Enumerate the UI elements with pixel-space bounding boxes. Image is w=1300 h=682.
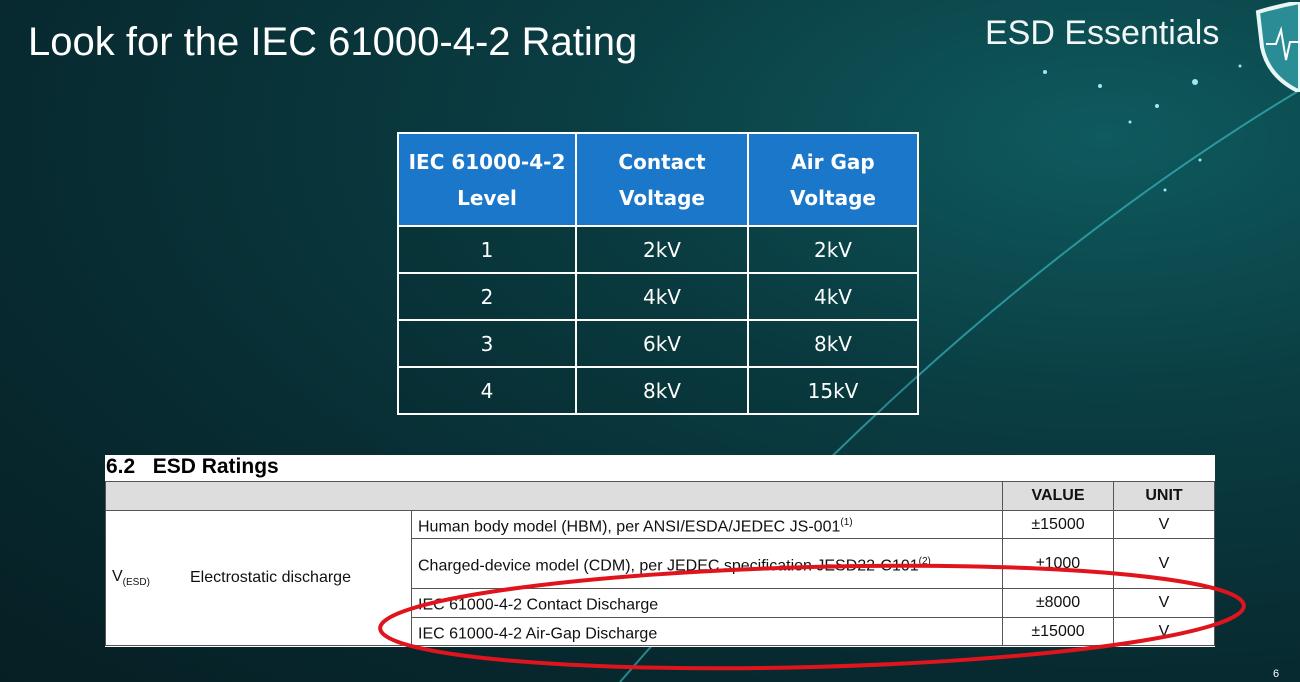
header-level: IEC 61000-4-2 Level <box>397 132 577 227</box>
header-airgap: Air Gap Voltage <box>747 132 919 227</box>
unit-cell: V <box>1113 510 1215 539</box>
parameter-cell: Electrostatic discharge <box>184 510 412 646</box>
symbol-subscript: (ESD) <box>122 577 150 589</box>
header-value: VALUE <box>1002 481 1114 511</box>
header-blank <box>105 481 1003 511</box>
footnote: (1) <box>840 516 853 528</box>
unit-cell: V <box>1113 538 1215 589</box>
value-cell: ±8000 <box>1002 588 1114 618</box>
table-cell: 15kV <box>747 366 919 415</box>
table-cell: 4kV <box>575 272 749 321</box>
header-unit: UNIT <box>1113 481 1215 511</box>
table-cell: 4kV <box>747 272 919 321</box>
table-row: V(ESD) Electrostatic discharge Human body … <box>105 510 1215 646</box>
description: Charged-device model (CDM), per JEDEC sp… <box>418 557 919 575</box>
page-number: 6 <box>1273 668 1280 680</box>
table-cell: 4 <box>397 366 577 415</box>
description: IEC 61000-4-2 Air-Gap Discharge <box>418 625 658 643</box>
symbol: V <box>112 567 123 585</box>
table-cell: 6kV <box>575 319 749 368</box>
section-title: 6.2 ESD Ratings <box>106 455 279 478</box>
unit-cell: V <box>1113 617 1215 646</box>
description-cell: IEC 61000-4-2 Air-Gap Discharge <box>411 617 1003 646</box>
unit-cell: V <box>1113 588 1215 618</box>
slide-title: Look for the IEC 61000-4-2 Rating <box>28 20 638 64</box>
esd-ratings-table: VALUE UNIT V(ESD) Electrostatic discharge… <box>105 481 1215 646</box>
table-row: 2 4kV 4kV <box>397 272 919 321</box>
table-cell: 2 <box>397 272 577 321</box>
table-cell: 2kV <box>747 225 919 274</box>
table-row: 3 6kV 8kV <box>397 319 919 368</box>
symbol-cell: V(ESD) <box>105 510 184 646</box>
brand-name: ESD Essentials <box>985 14 1220 52</box>
table-row: 1 2kV 2kV <box>397 225 919 274</box>
table-row: 4 8kV 15kV <box>397 366 919 415</box>
footnote: (2) <box>918 555 931 567</box>
table-cell: 8kV <box>575 366 749 415</box>
value-cell: ±15000 <box>1002 510 1114 539</box>
value-cell: ±1000 <box>1002 538 1114 589</box>
value-cell: ±15000 <box>1002 617 1114 646</box>
description-cell: IEC 61000-4-2 Contact Discharge <box>411 588 1003 618</box>
header-contact: Contact Voltage <box>575 132 749 227</box>
description: IEC 61000-4-2 Contact Discharge <box>418 596 659 614</box>
table-cell: 1 <box>397 225 577 274</box>
esd-ratings-document: 6.2 ESD Ratings VALUE UNIT V(ESD) Electro… <box>105 455 1215 647</box>
table-cell: 3 <box>397 319 577 368</box>
description: Human body model (HBM), per ANSI/ESDA/JE… <box>418 518 841 536</box>
description-cell: Charged-device model (CDM), per JEDEC sp… <box>411 538 1003 589</box>
table-cell: 8kV <box>747 319 919 368</box>
table-cell: 2kV <box>575 225 749 274</box>
shield-heartbeat-icon <box>1255 2 1300 92</box>
description-cell: Human body model (HBM), per ANSI/ESDA/JE… <box>411 510 1003 539</box>
iec-levels-table: IEC 61000-4-2 Level Contact Voltage Air … <box>397 132 919 415</box>
